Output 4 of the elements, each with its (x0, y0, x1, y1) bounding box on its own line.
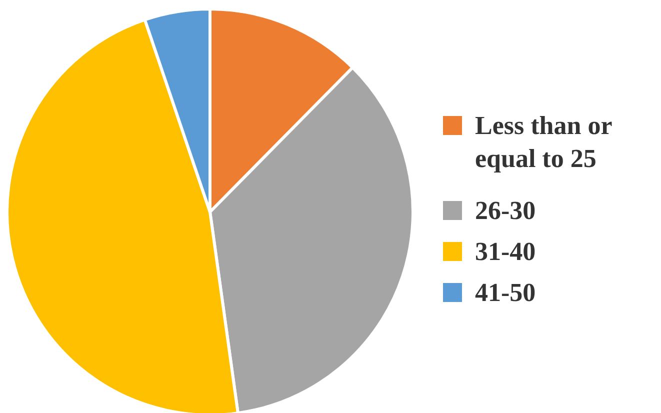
legend-label: 41-50 (475, 278, 536, 307)
legend-label: 31-40 (475, 237, 536, 266)
legend-label: 26-30 (475, 196, 536, 225)
legend-label: Less than or equal to 25 (475, 111, 612, 173)
